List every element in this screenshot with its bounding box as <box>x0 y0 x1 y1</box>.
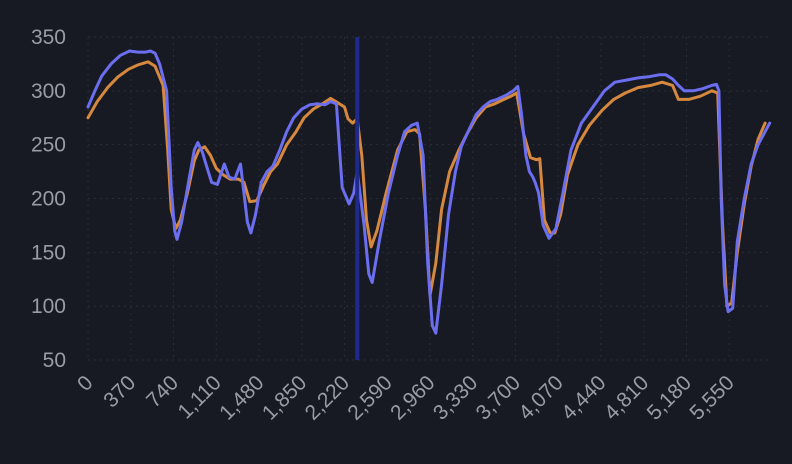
grid <box>87 36 772 361</box>
x-tick-label: 5,180 <box>643 371 696 424</box>
y-tick-label: 150 <box>31 241 66 264</box>
y-tick-label: 100 <box>31 295 66 318</box>
series-lines <box>86 49 772 335</box>
x-tick-label: 2,960 <box>386 371 439 424</box>
y-tick-label: 200 <box>31 188 66 211</box>
y-axis: 50 100 150 200 250 300 350 <box>31 26 66 372</box>
x-tick-label: 1,110 <box>173 371 225 423</box>
y-tick-label: 250 <box>31 134 66 157</box>
x-tick-label: 3,700 <box>472 371 525 424</box>
y-tick-label: 50 <box>43 349 66 372</box>
x-tick-label: 4,810 <box>600 371 653 424</box>
x-tick-label: 1,480 <box>215 371 268 424</box>
x-axis: 0 370 7401,1101,4801,8502,2202,5902,9603,3… <box>73 371 739 424</box>
series-line-2 <box>86 49 772 335</box>
y-tick-label: 350 <box>31 26 66 49</box>
x-tick-label: 370 <box>99 371 140 412</box>
x-tick-label: 5,550 <box>685 371 738 424</box>
x-tick-label: 1,850 <box>258 371 311 424</box>
x-tick-label: 2,590 <box>343 371 396 424</box>
x-tick-label: 4,070 <box>514 371 567 424</box>
x-tick-label: 2,220 <box>301 371 354 424</box>
x-tick-label: 3,330 <box>429 371 482 424</box>
x-tick-label: 4,440 <box>557 371 610 424</box>
y-tick-label: 300 <box>31 80 66 103</box>
x-tick-label: 0 <box>73 371 98 396</box>
